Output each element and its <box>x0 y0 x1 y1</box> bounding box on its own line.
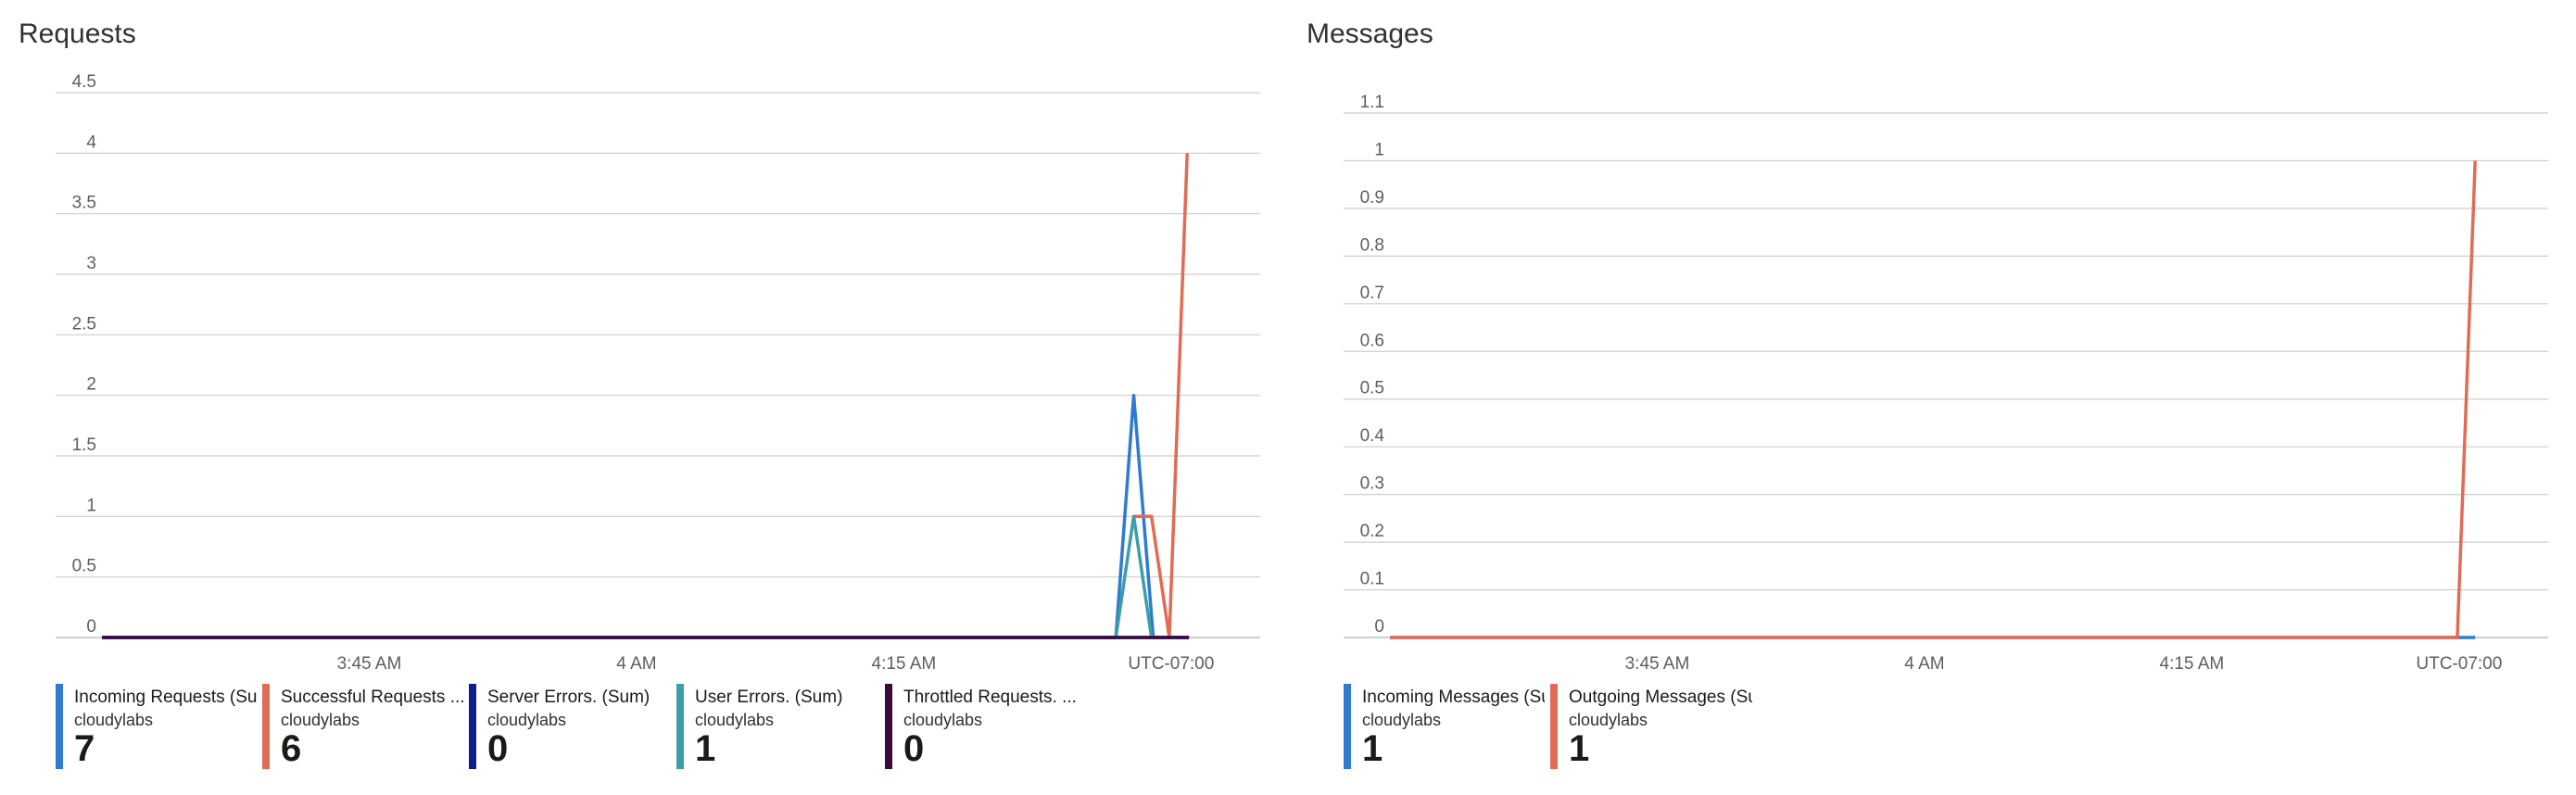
y-tick-label: 1 <box>1374 140 1384 159</box>
legend-item[interactable]: Successful Requests ... cloudylabs 6 <box>262 684 465 769</box>
legend-total-value: 1 <box>1362 728 1383 769</box>
requests-chart-plot[interactable]: 0 0.5 1 1.5 2 2.5 3 3.5 4 4.5 3:45 AM 4 AM 4:15 AM UT… <box>0 0 1288 795</box>
legend-series-name: User Errors. (Sum) <box>695 688 843 707</box>
x-tick-label: 4:15 AM <box>2160 654 2225 674</box>
y-tick-label: 3.5 <box>72 194 96 213</box>
legend-item[interactable]: Throttled Requests. ... cloudylabs 0 <box>885 684 1089 769</box>
requests-chart-panel: Requests 0 0.5 1 1.5 2 2.5 3 3.5 4 4.5 3:45 AM 4 AM… <box>0 0 1288 795</box>
y-tick-label: 2.5 <box>72 314 96 334</box>
messages-chart-title: Messages <box>1307 19 1433 49</box>
legend-color-swatch <box>885 684 892 769</box>
series-line-2[interactable] <box>1390 160 2477 639</box>
x-tick-label: 3:45 AM <box>1625 654 1690 674</box>
y-tick-label: 0 <box>1374 617 1384 637</box>
legend-resource-name: cloudylabs <box>695 711 775 729</box>
legend-total-value: 7 <box>74 728 95 769</box>
y-tick-label: 0 <box>86 617 96 637</box>
y-tick-label: 4.5 <box>72 72 96 92</box>
messages-chart-panel: Messages 0 0.1 0.2 0.3 0.4 0.5 0.6 0.7 0.8 0.9 1 1.… <box>1288 0 2576 795</box>
timezone-label: UTC-07:00 <box>2416 654 2502 674</box>
legend-resource-name: cloudylabs <box>1362 711 1442 729</box>
legend-total-value: 0 <box>487 728 509 769</box>
legend-total-value: 6 <box>281 728 302 769</box>
y-tick-label: 0.2 <box>1360 522 1384 541</box>
legend-color-swatch <box>469 684 476 769</box>
y-tick-label: 1.5 <box>72 435 96 455</box>
y-tick-label: 0.5 <box>72 557 96 576</box>
messages-legend: Incoming Messages (Sum)cloudylabs1Outgoi… <box>1288 684 2576 776</box>
y-tick-label: 0.7 <box>1360 284 1384 303</box>
y-tick-label: 2 <box>86 375 96 395</box>
legend-color-swatch <box>262 684 270 769</box>
legend-resource-name: cloudylabs <box>1569 711 1648 729</box>
legend-resource-name: cloudylabs <box>74 711 154 729</box>
series-line-4[interactable] <box>1114 514 1154 638</box>
requests-legend: Incoming Requests (Sum)cloudylabs7Succes… <box>0 684 1288 776</box>
y-tick-label: 4 <box>86 132 96 152</box>
legend-series-name: Successful Requests ... <box>281 688 463 707</box>
legend-color-swatch <box>1550 684 1558 769</box>
y-tick-label: 0.3 <box>1360 474 1384 494</box>
legend-series-name: Outgoing Messages (Sum) <box>1569 688 1752 707</box>
legend-item[interactable]: Server Errors. (Sum) cloudylabs 0 <box>469 684 673 769</box>
y-tick-label: 0.9 <box>1360 188 1384 208</box>
y-tick-label: 1.1 <box>1360 93 1384 112</box>
legend-color-swatch <box>676 684 684 769</box>
y-tick-label: 0.5 <box>1360 379 1384 398</box>
legend-total-value: 1 <box>695 728 716 769</box>
x-tick-label: 3:45 AM <box>337 654 402 674</box>
legend-item[interactable]: User Errors. (Sum) cloudylabs 1 <box>676 684 881 769</box>
x-tick-label: 4 AM <box>1904 654 1944 674</box>
legend-total-value: 1 <box>1569 728 1590 769</box>
timezone-label: UTC-07:00 <box>1128 654 1214 674</box>
legend-series-name: Throttled Requests. ... <box>903 688 1077 707</box>
legend-resource-name: cloudylabs <box>903 711 983 729</box>
y-tick-label: 0.8 <box>1360 235 1384 255</box>
legend-total-value: 0 <box>903 728 925 769</box>
legend-resource-name: cloudylabs <box>281 711 360 729</box>
y-tick-label: 3 <box>86 254 96 273</box>
legend-color-swatch <box>56 684 63 769</box>
y-tick-label: 0.6 <box>1360 331 1384 350</box>
requests-chart-title: Requests <box>19 19 136 49</box>
legend-color-swatch <box>1344 684 1351 769</box>
y-tick-label: 0.4 <box>1360 426 1385 446</box>
messages-chart-plot[interactable]: 0 0.1 0.2 0.3 0.4 0.5 0.6 0.7 0.8 0.9 1 1.1 3:45 AM 4… <box>1288 0 2576 795</box>
y-tick-label: 0.1 <box>1360 570 1384 589</box>
x-tick-label: 4:15 AM <box>872 654 937 674</box>
legend-resource-name: cloudylabs <box>487 711 567 729</box>
legend-series-name: Incoming Messages (Sum) <box>1362 688 1545 707</box>
series-line-2[interactable] <box>1133 153 1189 639</box>
legend-series-name: Server Errors. (Sum) <box>487 688 650 707</box>
y-tick-label: 1 <box>86 496 96 515</box>
x-tick-label: 4 AM <box>616 654 656 674</box>
legend-series-name: Incoming Requests (Sum) <box>74 688 257 707</box>
